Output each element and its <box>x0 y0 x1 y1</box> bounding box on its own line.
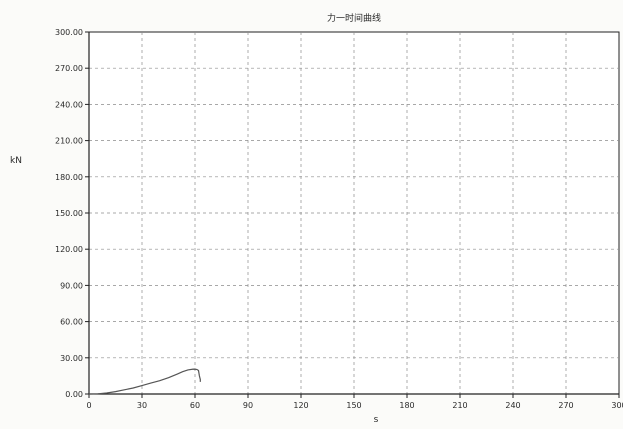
x-tick-label: 150 <box>346 401 361 410</box>
tick-labels: 0 30 60 90 120 150 180 210 240 270 300 0.00 30.00 60.… <box>55 28 623 410</box>
y-tick-label: 120.00 <box>55 245 83 254</box>
series-layer <box>88 368 201 395</box>
chart-title: 力一时间曲线 <box>327 12 381 24</box>
y-tick-label: 240.00 <box>55 100 83 109</box>
y-tick-label: 270.00 <box>55 64 83 73</box>
x-tick-label: 60 <box>190 401 200 410</box>
x-tick-label: 180 <box>399 401 414 410</box>
x-tick-label: 0 <box>86 401 91 410</box>
y-tick-label: 300.00 <box>55 28 83 37</box>
x-tick-label: 240 <box>505 401 520 410</box>
x-tick-label: 300 <box>611 401 623 410</box>
y-tick-label: 150.00 <box>55 209 83 218</box>
x-tick-label: 120 <box>293 401 308 410</box>
x-tick-label: 90 <box>243 401 253 410</box>
x-tick-label: 210 <box>452 401 467 410</box>
x-tick-label: 30 <box>137 401 147 410</box>
y-tick-label: 90.00 <box>60 281 83 290</box>
y-axis-label: kN <box>10 156 22 166</box>
y-tick-label: 60.00 <box>60 318 83 327</box>
y-tick-label: 30.00 <box>60 354 83 363</box>
series-line <box>88 368 201 395</box>
y-tick-label: 180.00 <box>55 173 83 182</box>
y-tick-label: 0.00 <box>65 390 83 399</box>
axes <box>85 31 620 398</box>
x-tick-label: 270 <box>558 401 573 410</box>
y-tick-label: 210.00 <box>55 137 83 146</box>
grid-lines <box>89 32 619 394</box>
x-axis-label: s <box>374 415 379 425</box>
